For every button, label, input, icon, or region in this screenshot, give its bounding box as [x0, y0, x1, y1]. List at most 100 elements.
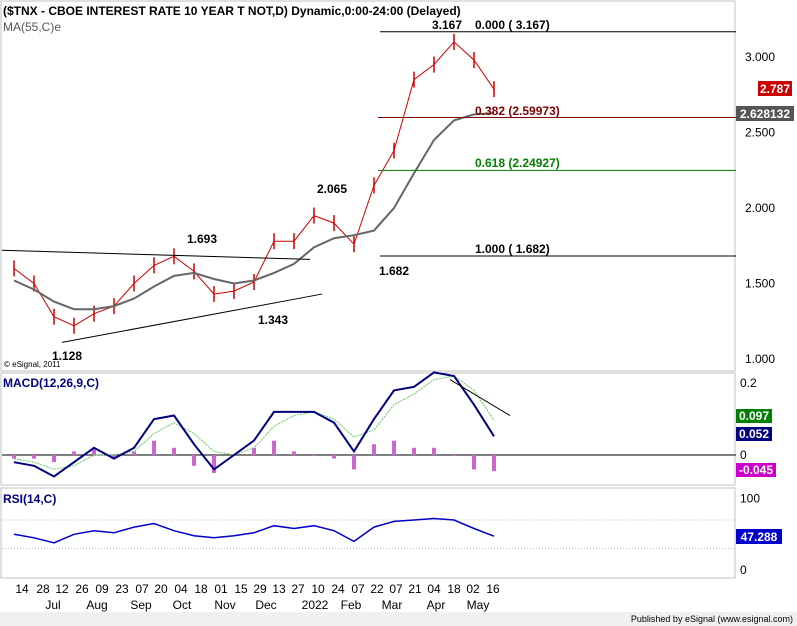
x-month-label: Sep — [130, 598, 152, 612]
x-month-label: Nov — [214, 598, 235, 612]
copyright-text: © eSignal, 2011 — [4, 360, 61, 369]
annotation-fib-100: 1.000 ( 1.682) — [475, 242, 550, 256]
macd-divergence-line — [449, 379, 511, 416]
macd-histogram-bar — [52, 455, 56, 463]
macd-histogram-bar — [372, 444, 376, 455]
x-month-label: Mar — [382, 598, 403, 612]
footer-bar — [0, 612, 797, 626]
ma-value: 2.628132 — [740, 107, 790, 121]
macd-histogram-bar — [392, 440, 396, 455]
price-line — [13, 41, 495, 327]
price-y-tick: 3.000 — [745, 50, 775, 64]
macd-value: 0.052 — [739, 427, 769, 441]
macd-y-tick: 0 — [740, 448, 747, 462]
x-month-label: May — [467, 598, 490, 612]
x-day-tick: 01 — [214, 582, 228, 596]
x-month-label: Feb — [341, 598, 362, 612]
x-day-tick: 14 — [15, 582, 29, 596]
rsi-value: 47.288 — [741, 530, 778, 544]
x-day-tick: 02 — [466, 582, 480, 596]
rsi-value-badge — [736, 529, 782, 544]
price-y-tick: 1.500 — [745, 277, 775, 291]
trendline-layer — [1, 249, 323, 343]
x-month-label: Dec — [255, 598, 276, 612]
ma-legend: MA(55,C)e — [3, 20, 61, 34]
annotation-fib-618: 0.618 (2.24927) — [475, 156, 560, 170]
x-day-tick: 20 — [154, 582, 168, 596]
macd-histogram-bar — [92, 447, 96, 455]
annotation-high: 3.167 — [432, 18, 462, 32]
x-month-label: Aug — [86, 598, 107, 612]
x-day-tick: 10 — [311, 582, 325, 596]
macd-histogram-bar — [32, 455, 36, 459]
trendline-lower — [61, 293, 323, 343]
macd-layer — [2, 371, 736, 478]
x-day-tick: 27 — [291, 582, 305, 596]
macd-histogram-bar — [172, 447, 176, 455]
x-day-tick: 12 — [55, 582, 69, 596]
rsi-line — [13, 517, 495, 544]
x-day-tick: 18 — [447, 582, 461, 596]
annotation-low-mar: 1.682 — [379, 264, 409, 278]
macd-panel-frame — [0, 372, 736, 486]
macd-y-tick: 0.2 — [740, 376, 757, 390]
annotation-low-dec: 1.343 — [258, 313, 288, 327]
macd-histogram-bar — [212, 455, 216, 473]
x-day-tick: 22 — [370, 582, 384, 596]
x-month-label: Oct — [173, 598, 192, 612]
x-day-tick: 26 — [75, 582, 89, 596]
macd-histogram-bar — [252, 447, 256, 455]
x-day-tick: 04 — [427, 582, 441, 596]
macd-histogram-bar — [332, 455, 336, 459]
axis-layer: 1.0001.5002.0002.5003.0000.2010050014281… — [15, 50, 775, 612]
x-day-tick: 28 — [36, 582, 50, 596]
x-day-tick: 07 — [135, 582, 149, 596]
signal-value: 0.097 — [739, 409, 769, 423]
price-y-tick: 2.000 — [745, 201, 775, 215]
price-y-tick: 1.000 — [745, 352, 775, 366]
last-price-badge — [758, 81, 792, 96]
rsi-layer — [2, 517, 736, 550]
x-day-tick: 18 — [194, 582, 208, 596]
annotation-peak-oct: 1.693 — [187, 232, 217, 246]
macd-legend: MACD(12,26,9,C) — [3, 376, 99, 390]
rsi-legend: RSI(14,C) — [3, 492, 56, 506]
x-day-tick: 04 — [174, 582, 188, 596]
macd-histogram-bar — [72, 451, 76, 455]
macd-histogram-bar — [192, 455, 196, 466]
price-layer — [13, 33, 495, 334]
x-day-tick: 23 — [115, 582, 129, 596]
trendline-upper — [1, 249, 311, 260]
macd-histogram-bar — [112, 455, 116, 459]
x-day-tick: 07 — [389, 582, 403, 596]
rsi-y-tick: 100 — [740, 492, 760, 506]
x-day-tick: 15 — [234, 582, 248, 596]
hist-value-badge — [736, 463, 776, 477]
annotation-fib-382: 0.382 (2.59973) — [475, 104, 560, 118]
macd-histogram-bar — [412, 447, 416, 455]
fibonacci-layer — [378, 31, 736, 257]
chart-title: ($TNX - CBOE INTEREST RATE 10 YEAR T NOT… — [3, 4, 461, 18]
price-panel-frame — [0, 0, 736, 372]
macd-histogram-bar — [12, 455, 16, 459]
macd-histogram-bar — [432, 447, 436, 455]
signal-value-badge — [736, 409, 772, 423]
rsi-panel-frame — [0, 487, 736, 579]
x-day-tick: 24 — [331, 582, 345, 596]
last-price-value: 2.787 — [760, 82, 790, 96]
x-day-tick: 09 — [95, 582, 109, 596]
ma-value-badge — [736, 106, 794, 121]
rsi-y-tick: 0 — [740, 563, 747, 577]
macd-histogram-bar — [292, 451, 296, 455]
macd-histogram-bar — [492, 455, 496, 472]
macd-histogram-bar — [272, 440, 276, 455]
x-day-tick: 07 — [351, 582, 365, 596]
x-day-tick: 16 — [486, 582, 500, 596]
x-month-label: 2022 — [302, 598, 329, 612]
macd-histogram-bar — [152, 440, 156, 455]
macd-histogram-bar — [452, 455, 456, 456]
x-day-tick: 29 — [253, 582, 267, 596]
annotation-peak-feb: 2.065 — [317, 182, 347, 196]
